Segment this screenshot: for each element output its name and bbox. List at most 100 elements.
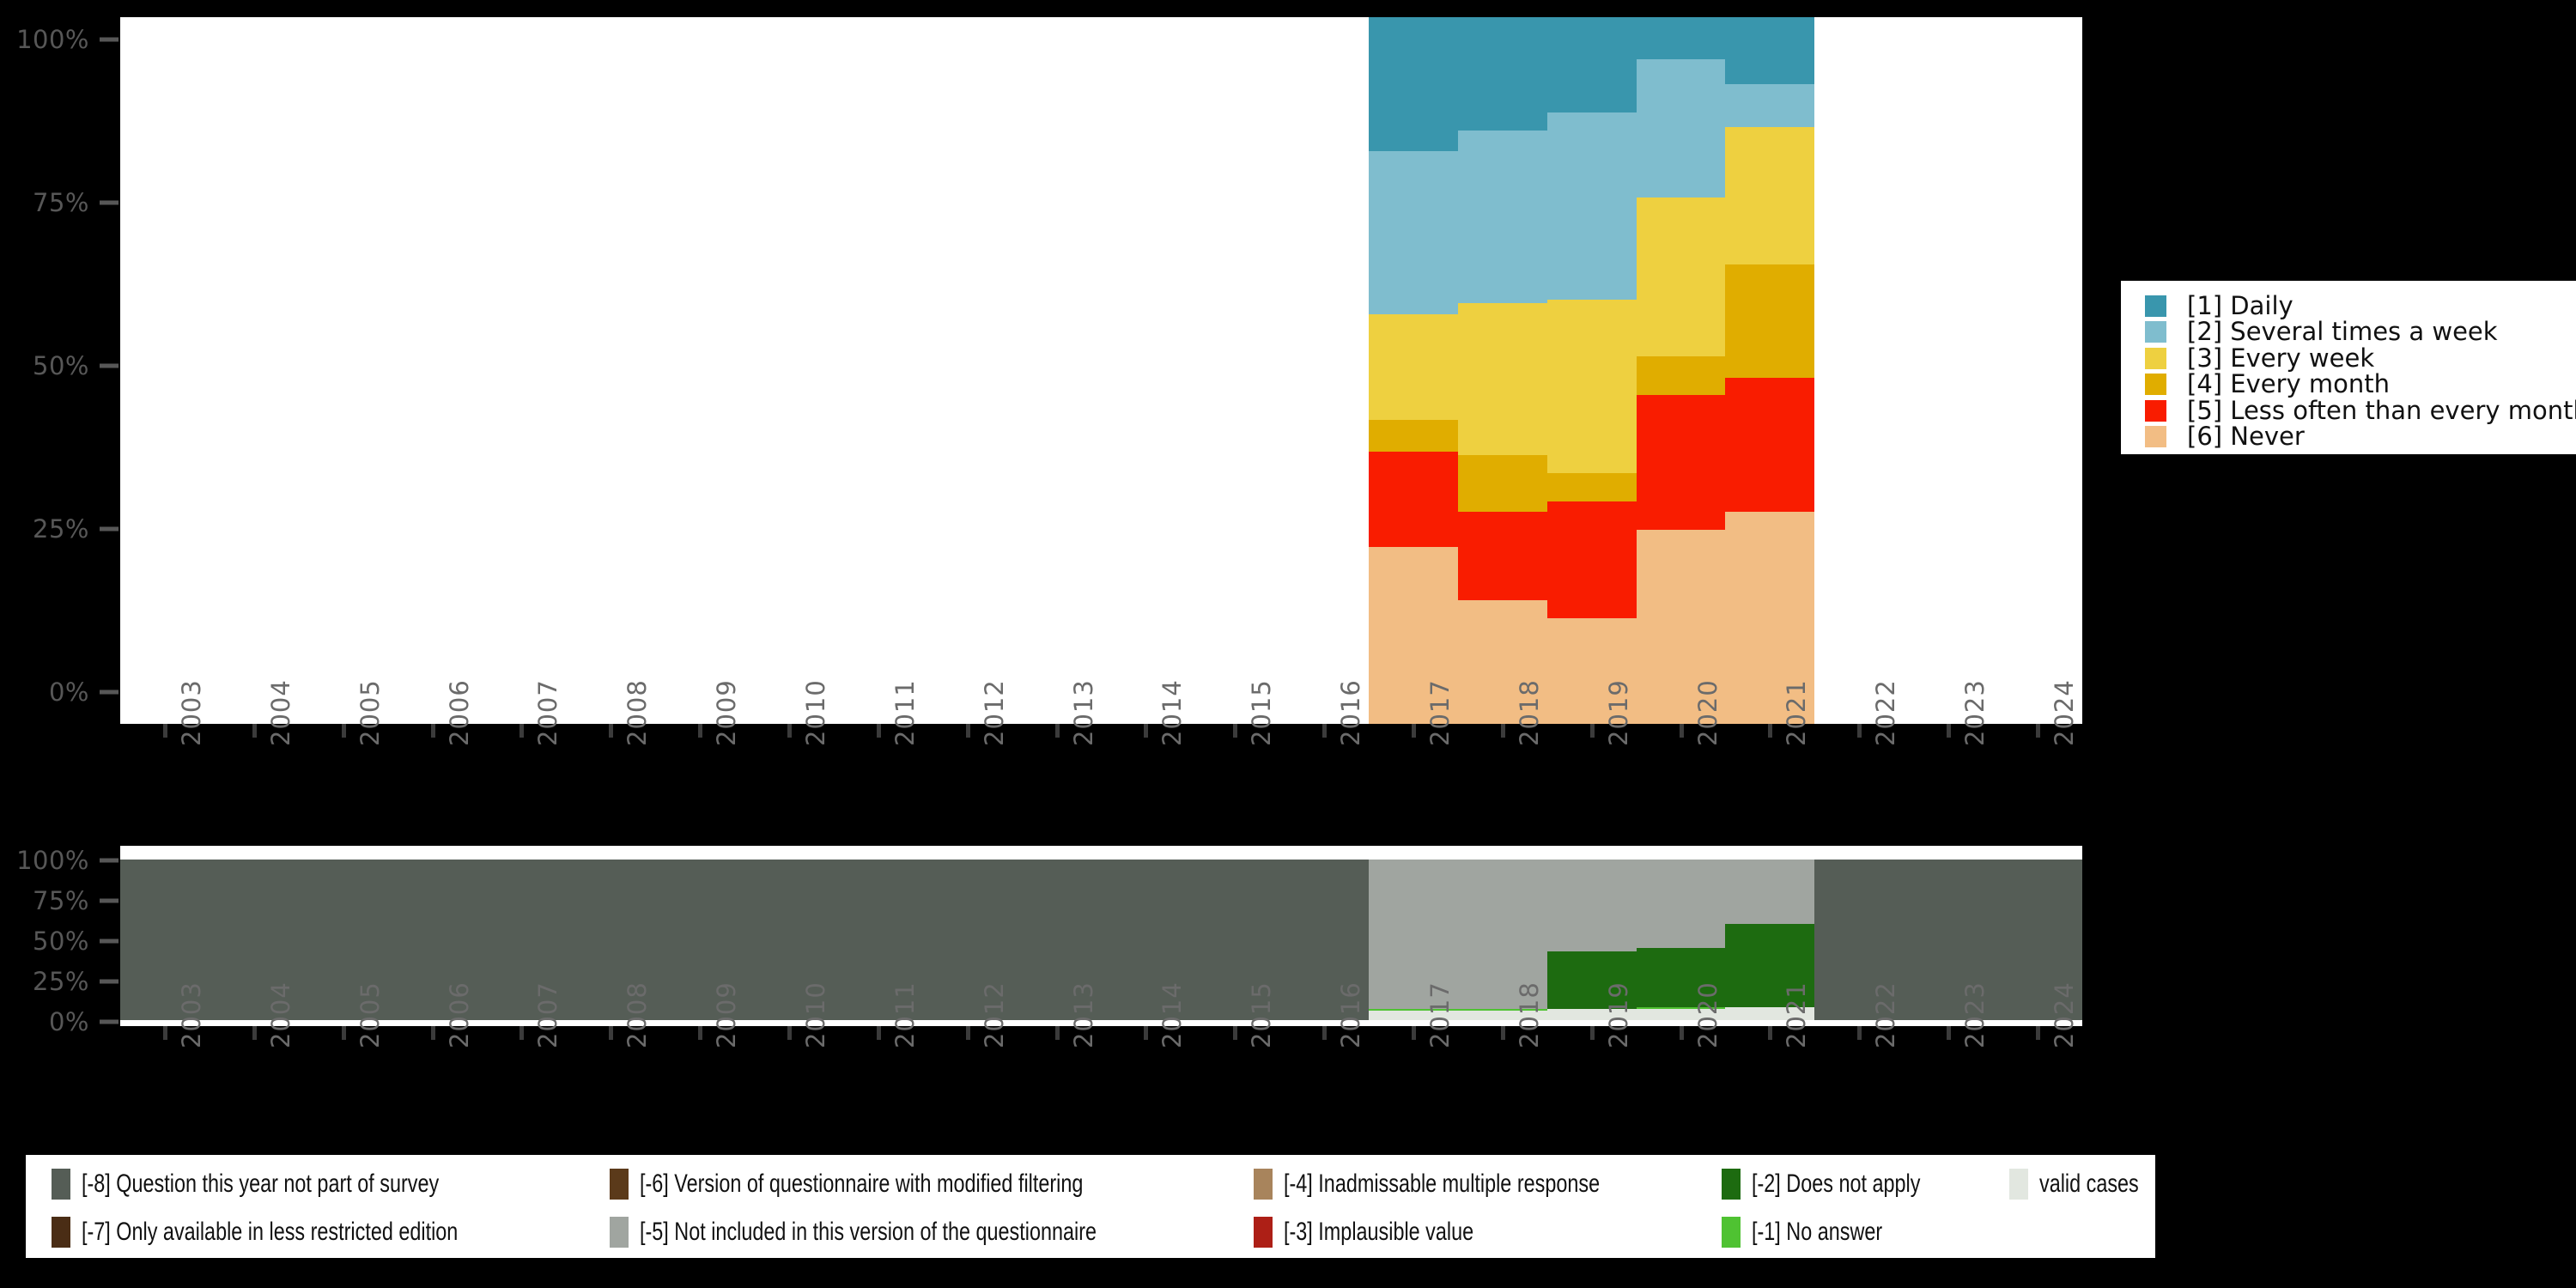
x-axis-tick-label: 2010 <box>800 981 830 1048</box>
bar-segment <box>1725 377 1815 513</box>
legend-item: [4] Every month <box>2145 372 2390 398</box>
bar-segment <box>1725 264 1815 378</box>
missings-bar-segment <box>1012 860 1102 1020</box>
legend-item: [2] Several times a week <box>2145 319 2498 345</box>
x-axis-tick-mark <box>519 1026 525 1040</box>
x-axis-tick-label: 2014 <box>1157 981 1188 1048</box>
x-axis-tick-mark <box>1054 1026 1060 1040</box>
missings-bar-segment <box>1546 860 1637 951</box>
x-axis-tick-mark <box>1412 1026 1417 1040</box>
legend-item-label: [3] Every week <box>2187 343 2375 373</box>
x-axis-tick-label: 2005 <box>355 981 385 1048</box>
x-axis-tick-mark <box>1322 724 1327 738</box>
missings-bar <box>1546 860 1637 1020</box>
missings-bar-segment <box>1725 923 1815 1008</box>
missings-legend-label: [-1] No answer <box>1752 1218 1883 1246</box>
missings-bar-segment <box>298 860 388 1020</box>
x-axis-tick-mark <box>341 724 346 738</box>
x-axis-tick-mark <box>1768 1026 1773 1040</box>
missings-bar <box>1279 860 1370 1020</box>
missings-bar <box>477 860 567 1020</box>
missings-bar-segment <box>1636 947 1726 1008</box>
missings-legend-item: [-4] Inadmissable multiple response <box>1254 1167 1689 1201</box>
missings-bar-segment <box>209 860 299 1020</box>
x-axis-tick-mark <box>1589 1026 1595 1040</box>
x-axis-tick-label: 2004 <box>265 679 295 746</box>
missings-bar-segment <box>1457 1008 1547 1011</box>
missings-bar <box>1814 860 1905 1020</box>
missings-bar-segment <box>922 860 1012 1020</box>
missings-bar <box>298 860 388 1020</box>
x-axis-tick-mark <box>252 724 257 738</box>
legend-swatch <box>2145 347 2166 369</box>
bar-segment <box>1457 130 1547 304</box>
y-axis-tick-mark <box>100 37 118 42</box>
main-stacked-bars <box>120 17 2082 724</box>
legend-item-label: [4] Every month <box>2187 369 2391 398</box>
x-axis-tick-mark <box>430 1026 435 1040</box>
missings-bar <box>387 860 477 1020</box>
x-axis-tick-label: 2003 <box>176 679 206 746</box>
y-axis-tick-mark <box>100 898 118 903</box>
x-axis-tick-mark <box>698 724 703 738</box>
bar-segment <box>1369 420 1459 453</box>
y-axis-tick-mark <box>100 690 118 695</box>
x-axis-tick-label: 2018 <box>1514 679 1544 746</box>
x-axis-tick-label: 2008 <box>623 981 653 1048</box>
x-axis-tick-label: 2017 <box>1425 981 1455 1048</box>
x-axis-tick-label: 2008 <box>623 679 653 746</box>
x-axis-tick-label: 2023 <box>1960 679 1990 746</box>
missings-bar <box>1457 860 1547 1020</box>
missings-bar-segment <box>1369 1010 1459 1020</box>
y-axis-tick-label: 50% <box>33 927 89 956</box>
missings-legend-item: [-1] No answer <box>1722 1215 1919 1249</box>
missings-bar-segment <box>1636 1007 1726 1009</box>
x-axis-tick-label: 2018 <box>1514 981 1544 1048</box>
missings-legend-label: [-6] Version of questionnaire with modif… <box>640 1170 1084 1198</box>
x-axis-tick-label: 2010 <box>800 679 830 746</box>
x-axis-tick-mark <box>1233 724 1238 738</box>
missings-bar <box>1190 860 1280 1020</box>
missings-bar-segment <box>833 860 923 1020</box>
stacked-bar <box>1725 17 1815 724</box>
missings-bar-segment <box>1369 1008 1459 1011</box>
missings-legend-item: [-5] Not included in this version of the… <box>610 1215 1225 1249</box>
bar-segment <box>1636 356 1726 396</box>
x-axis-tick-label: 2015 <box>1247 679 1277 746</box>
stacked-bar <box>1636 17 1726 724</box>
legend-item: [6] Never <box>2145 424 2305 450</box>
missings-legend-swatch <box>52 1169 70 1200</box>
missings-legend-swatch <box>52 1217 70 1248</box>
missings-bar-segment <box>1457 860 1547 1009</box>
x-axis-tick-label: 2017 <box>1425 679 1455 746</box>
legend-item-label: [5] Less often than every month <box>2187 395 2576 425</box>
x-axis-tick-label: 2007 <box>533 679 563 746</box>
legend-swatch <box>2145 321 2166 343</box>
bar-segment <box>1546 472 1637 501</box>
y-axis-tick-mark <box>100 363 118 368</box>
bar-segment <box>1457 303 1547 456</box>
bar-segment <box>1725 84 1815 127</box>
missings-bar-segment <box>744 860 834 1020</box>
bar-segment <box>1725 512 1815 724</box>
missings-legend-item: [-3] Implausible value <box>1254 1215 1527 1249</box>
missings-legend-item: [-6] Version of questionnaire with modif… <box>610 1167 1208 1201</box>
missings-bar <box>1725 860 1815 1020</box>
bar-segment <box>1546 617 1637 724</box>
bar-segment <box>1636 59 1726 197</box>
x-axis-tick-label: 2016 <box>1336 679 1366 746</box>
bar-segment <box>1546 112 1637 301</box>
missings-legend-label: valid cases <box>2039 1170 2139 1198</box>
missings-bar <box>1101 860 1191 1020</box>
x-axis-tick-label: 2022 <box>1871 679 1901 746</box>
missings-bar-segment <box>1636 1008 1726 1020</box>
bar-segment <box>1369 452 1459 548</box>
bar-segment <box>1636 197 1726 357</box>
x-axis-tick-mark <box>1589 724 1595 738</box>
x-axis-tick-mark <box>1144 724 1149 738</box>
missings-bar-segment <box>655 860 745 1020</box>
missings-bar <box>744 860 834 1020</box>
missings-bar <box>1904 860 1994 1020</box>
x-axis-tick-mark <box>698 1026 703 1040</box>
